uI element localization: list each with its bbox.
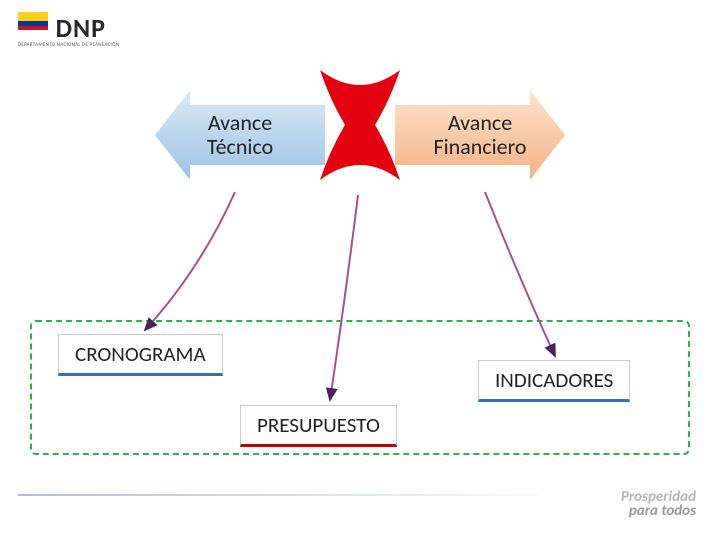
avance-tecnico-line1: Avance	[208, 109, 272, 136]
prosperidad-logo: Prosperidad para todos	[621, 488, 696, 520]
footer-divider	[18, 494, 538, 496]
avance-tecnico-label: Avance Técnico	[185, 111, 295, 159]
avance-financiero-arrow: Avance Financiero	[395, 80, 565, 190]
avance-financiero-line1: Avance	[448, 109, 512, 136]
presupuesto-tag: PRESUPUESTO	[240, 405, 397, 447]
avance-financiero-line2: Financiero	[433, 133, 526, 160]
connector-to-cronograma	[145, 192, 235, 330]
colombia-flag-icon	[18, 12, 48, 30]
avance-tecnico-line2: Técnico	[207, 133, 273, 160]
footer-line2: para todos	[621, 502, 696, 520]
avance-financiero-label: Avance Financiero	[425, 111, 535, 159]
presupuesto-label: PRESUPUESTO	[257, 412, 380, 438]
dnp-logo: DNP DEPARTAMENTO NACIONAL DE PLANEACIÓN	[18, 12, 119, 48]
cronograma-tag: CRONOGRAMA	[58, 334, 223, 376]
cronograma-label: CRONOGRAMA	[75, 341, 206, 367]
indicadores-label: INDICADORES	[495, 367, 613, 393]
logo-text: DNP	[56, 12, 106, 44]
red-cross-icon	[300, 60, 420, 190]
logo-subtext: DEPARTAMENTO NACIONAL DE PLANEACIÓN	[18, 42, 119, 48]
indicadores-tag: INDICADORES	[478, 360, 630, 402]
